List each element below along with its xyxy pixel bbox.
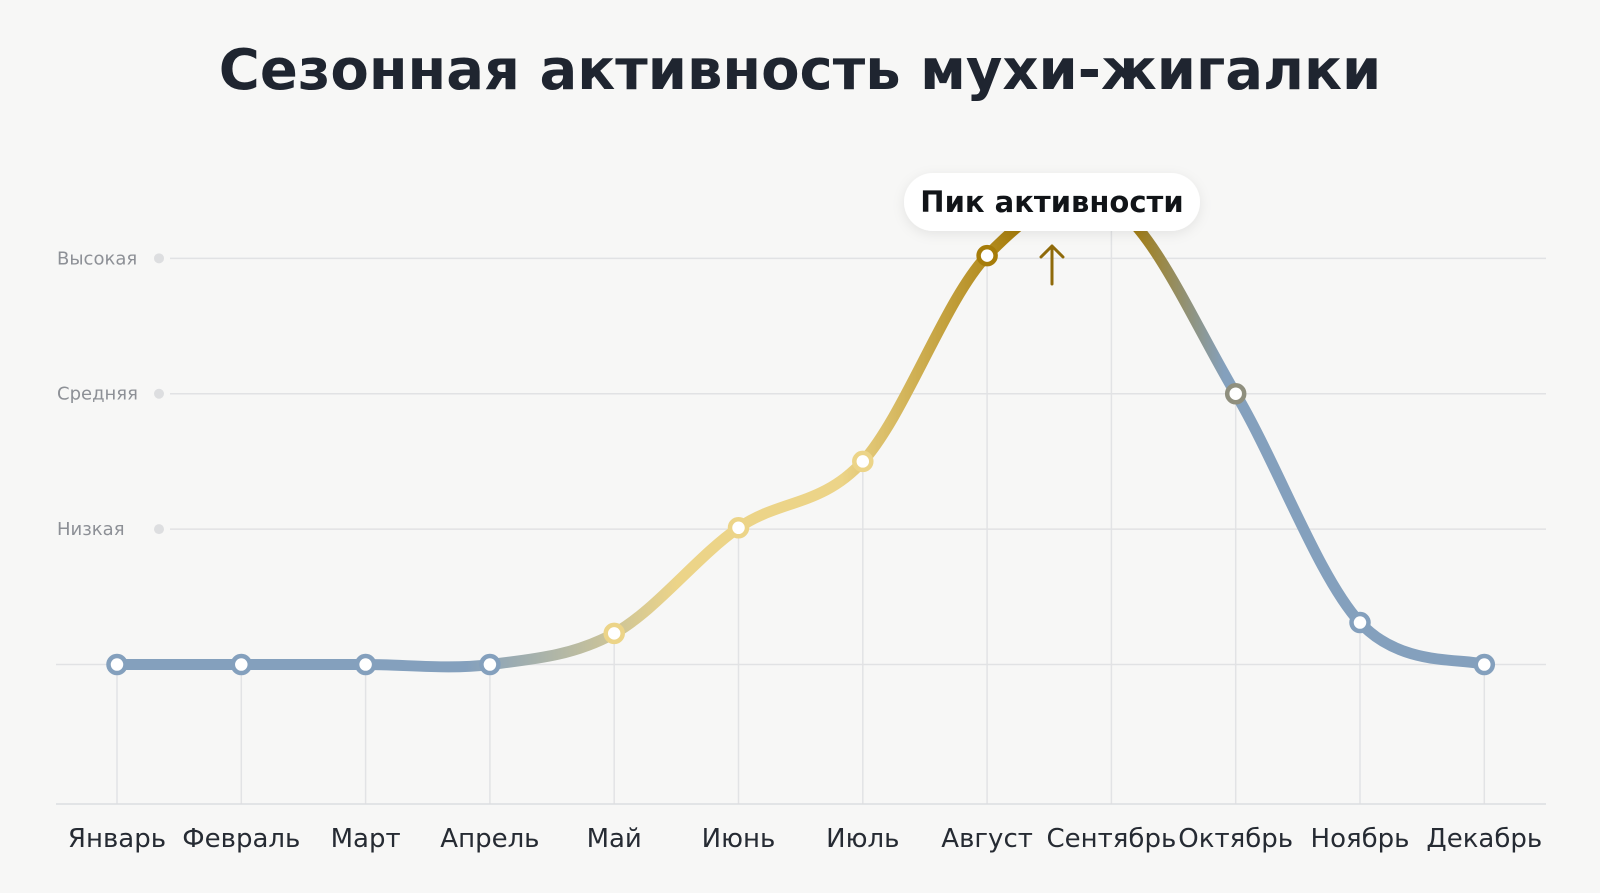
data-point bbox=[727, 517, 750, 539]
x-tick-label: Август bbox=[941, 824, 1033, 854]
data-point bbox=[603, 622, 625, 645]
data-point bbox=[106, 653, 128, 676]
x-tick-label: Февраль bbox=[182, 824, 300, 854]
peak-annotation-pill bbox=[904, 173, 1200, 231]
peak-annotation-label: Пик активности bbox=[920, 185, 1183, 219]
data-point bbox=[479, 653, 501, 676]
data-point bbox=[1224, 382, 1247, 405]
data-point bbox=[354, 653, 377, 676]
y-level-layer: Низкая Средняя Высокая bbox=[57, 248, 1546, 540]
series-layer bbox=[111, 190, 1490, 673]
x-tick-label: Октябрь bbox=[1178, 824, 1293, 854]
data-point bbox=[230, 653, 253, 676]
x-tick-label: Ноябрь bbox=[1311, 824, 1410, 854]
x-tick-label: Апрель bbox=[440, 824, 539, 854]
x-tick-label: Январь bbox=[68, 824, 166, 854]
x-tick-label: Сентябрь bbox=[1047, 824, 1177, 854]
y-level-dot bbox=[154, 388, 164, 399]
annotation-layer: Пик активности bbox=[904, 173, 1200, 286]
y-level-dot bbox=[154, 524, 164, 535]
x-tick-layer: Январь Февраль Март Апрель Май Июнь Июль Август… bbox=[68, 824, 1542, 854]
x-tick-label: Июнь bbox=[702, 824, 776, 854]
x-tick-label: Май bbox=[587, 824, 642, 854]
y-level-label: Средняя bbox=[57, 384, 138, 405]
y-level-label: Низкая bbox=[57, 519, 125, 540]
data-point bbox=[1473, 653, 1496, 676]
x-tick-label: Июль bbox=[826, 824, 899, 854]
y-level-label: Высокая bbox=[57, 248, 137, 269]
point-layer bbox=[106, 193, 1496, 676]
data-point bbox=[852, 450, 874, 473]
x-tick-label: Март bbox=[331, 824, 401, 854]
y-level-dot bbox=[154, 253, 164, 264]
data-point bbox=[976, 244, 998, 267]
activity-series-line bbox=[111, 190, 1490, 673]
up-arrow-icon bbox=[1039, 244, 1065, 286]
data-point bbox=[1349, 611, 1371, 634]
chart-title: Сезонная активность мухи-жигалки bbox=[218, 38, 1382, 103]
grid-layer bbox=[56, 204, 1546, 805]
x-tick-label: Декабрь bbox=[1426, 824, 1542, 854]
